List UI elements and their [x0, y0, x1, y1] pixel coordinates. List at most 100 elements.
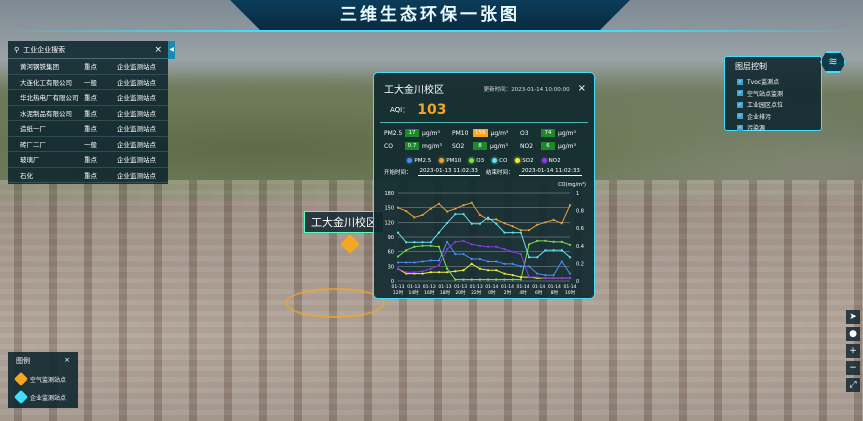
- data-point: [503, 248, 506, 251]
- y-tick-right: 0.8: [576, 209, 584, 215]
- pollutant-cell: PM2.5 17 μg/m³: [384, 129, 448, 137]
- list-item[interactable]: 大连化工有限公司 一般 企业监测站点: [8, 75, 168, 90]
- list-item[interactable]: 砖厂二厂 一般 企业监测站点: [8, 137, 168, 152]
- data-point: [486, 278, 490, 281]
- enterprise-level: 重点: [84, 156, 97, 165]
- enterprise-type: 企业监测站点: [117, 156, 156, 165]
- data-point: [478, 257, 482, 261]
- selection-ring: [285, 288, 385, 318]
- data-point: [536, 256, 539, 259]
- close-icon[interactable]: ×: [64, 356, 70, 364]
- list-item[interactable]: 玻璃厂 重点 企业监测站点: [8, 152, 168, 168]
- checkbox[interactable]: ✓: [737, 113, 743, 120]
- layer-item[interactable]: ✓ 企业排污: [725, 111, 821, 123]
- layer-item[interactable]: ✓ Tvoc监测点: [725, 76, 821, 88]
- end-time-input[interactable]: 2023-01-14 11:02:33: [519, 168, 582, 176]
- pollutant-cell: SO2 8 μg/m³: [452, 142, 516, 150]
- pollutant-unit: μg/m³: [490, 142, 508, 150]
- legend-entry[interactable]: CO: [492, 158, 507, 164]
- layer-item[interactable]: ✓ 空气站点监测: [725, 88, 821, 100]
- checkbox[interactable]: ✓: [737, 78, 743, 85]
- y-tick-left: 0: [391, 279, 394, 285]
- data-point: [552, 240, 555, 243]
- fullscreen-button[interactable]: ⤢: [846, 378, 860, 392]
- locate-button[interactable]: ➤: [846, 310, 860, 324]
- data-point: [536, 275, 539, 279]
- list-item[interactable]: 华北热电厂有限公司 重点 企业监测站点: [8, 90, 168, 106]
- zoom-in-button[interactable]: +: [846, 344, 860, 358]
- legend-entry[interactable]: PM2.5: [407, 158, 431, 164]
- search-bar[interactable]: ⚲ 工业企业搜索 ×: [8, 41, 168, 59]
- list-item[interactable]: 黄河钢铁集团 重点 企业监测站点: [8, 59, 168, 75]
- checkbox[interactable]: ✓: [737, 90, 743, 97]
- layers-icon[interactable]: ≋: [820, 51, 846, 73]
- search-input[interactable]: 工业企业搜索: [23, 45, 66, 54]
- enterprise-type: 企业监测站点: [117, 125, 156, 134]
- data-point: [446, 271, 449, 274]
- data-point: [536, 272, 539, 275]
- layer-label: 空气站点监测: [747, 90, 784, 98]
- data-point: [552, 249, 555, 252]
- legend-label: PM10: [446, 158, 462, 164]
- legend-entry[interactable]: PM10: [439, 158, 461, 164]
- data-point: [462, 239, 465, 243]
- data-point: [462, 213, 465, 216]
- x-tick: 01-13 18时: [438, 284, 451, 296]
- pollutant-value: 17: [405, 129, 419, 137]
- data-point: [544, 221, 547, 224]
- data-point: [552, 218, 555, 221]
- close-icon[interactable]: ×: [154, 44, 162, 55]
- series-line-co: [397, 213, 571, 258]
- data-point: [544, 274, 547, 277]
- list-item[interactable]: 水泥制品有限公司 重点 企业监测站点: [8, 106, 168, 121]
- list-item[interactable]: 石化 重点 企业监测站点: [8, 168, 168, 183]
- y-tick-left: 120: [384, 220, 394, 226]
- y-tick-right: 0.2: [576, 261, 584, 267]
- pollutant-cell: PM10 155 μg/m³: [452, 129, 516, 137]
- data-point: [446, 267, 449, 270]
- pollutant-line-chart: CO(mg/m³) 0 30 60 90 120 150 180 0 0.2 0.4 0.6 0.8 1 0…: [384, 182, 586, 296]
- enterprise-name: 石化: [20, 171, 33, 180]
- data-point: [421, 260, 424, 263]
- layer-item[interactable]: ✓ 污染源: [725, 122, 821, 134]
- series-line-pm10: [397, 202, 571, 231]
- zoom-out-button[interactable]: −: [846, 361, 860, 375]
- enterprise-type: 企业监测站点: [117, 78, 156, 87]
- pollutant-cell: CO 0.7 mg/m³: [384, 142, 448, 150]
- collapse-toggle[interactable]: ◀: [168, 41, 175, 59]
- air-station-icon: [13, 371, 29, 387]
- checkbox[interactable]: ✓: [737, 124, 743, 131]
- x-tick: 01-14 2时: [501, 284, 514, 296]
- data-point: [527, 265, 531, 268]
- y-tick-left: 180: [384, 191, 394, 197]
- enterprise-name: 砖厂二厂: [20, 140, 46, 149]
- x-tick: 01-13 12时: [391, 284, 404, 296]
- compass-button[interactable]: ●: [846, 327, 860, 341]
- data-point: [454, 207, 457, 210]
- y-tick-right: 0: [576, 279, 579, 285]
- enterprise-name: 华北热电厂有限公司: [20, 94, 79, 103]
- legend-entry[interactable]: NO2: [541, 158, 561, 164]
- data-point: [413, 245, 416, 248]
- map-label[interactable]: 工大金川校区: [304, 211, 384, 233]
- data-point: [454, 270, 457, 273]
- list-item[interactable]: 造纸一厂 重点 企业监测站点: [8, 121, 168, 137]
- data-point: [454, 253, 457, 256]
- series-dot-icon: [407, 158, 413, 163]
- close-icon[interactable]: ×: [577, 83, 586, 94]
- legend-entry[interactable]: SO2: [515, 158, 534, 164]
- layer-item[interactable]: ✓ 工业园区点位: [725, 99, 821, 111]
- data-point: [568, 204, 572, 207]
- legend-entry[interactable]: O3: [469, 158, 484, 164]
- series-dot-icon: [492, 158, 498, 163]
- data-point: [462, 253, 465, 256]
- y-tick-right: 0.6: [576, 226, 584, 232]
- layer-label: 企业排污: [747, 113, 772, 121]
- start-time-input[interactable]: 2023-01-13 11:02:33: [417, 168, 480, 176]
- layers-title: 图层控制: [735, 62, 767, 71]
- data-point: [503, 272, 506, 275]
- checkbox[interactable]: ✓: [737, 101, 743, 108]
- data-point: [413, 261, 416, 264]
- data-point: [396, 261, 400, 264]
- legend-label: NO2: [548, 158, 561, 164]
